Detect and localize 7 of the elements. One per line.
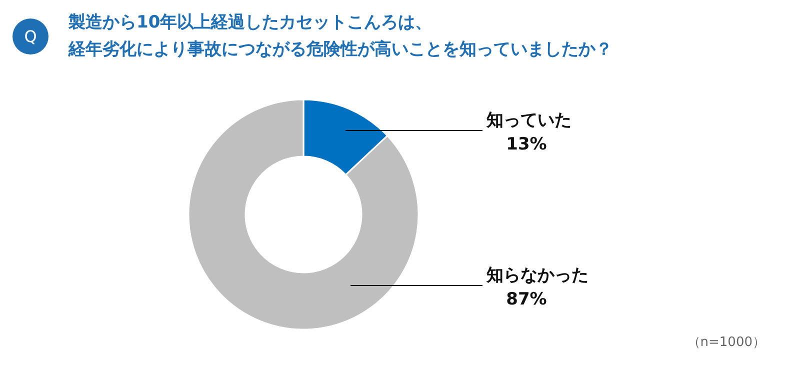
text: Q bbox=[24, 27, 37, 46]
chart-title: 製造から10年以上経過したカセットこんろは、経年劣化により事故につながる危険性が高いことを知っていましたか？ bbox=[68, 12, 612, 60]
data-label: 87% bbox=[506, 290, 547, 310]
text: （n=1000） bbox=[687, 335, 766, 350]
data-label: 13% bbox=[506, 134, 547, 154]
slice-label: 知らなかった bbox=[486, 266, 588, 286]
slice-label: 知っていた bbox=[486, 110, 572, 130]
